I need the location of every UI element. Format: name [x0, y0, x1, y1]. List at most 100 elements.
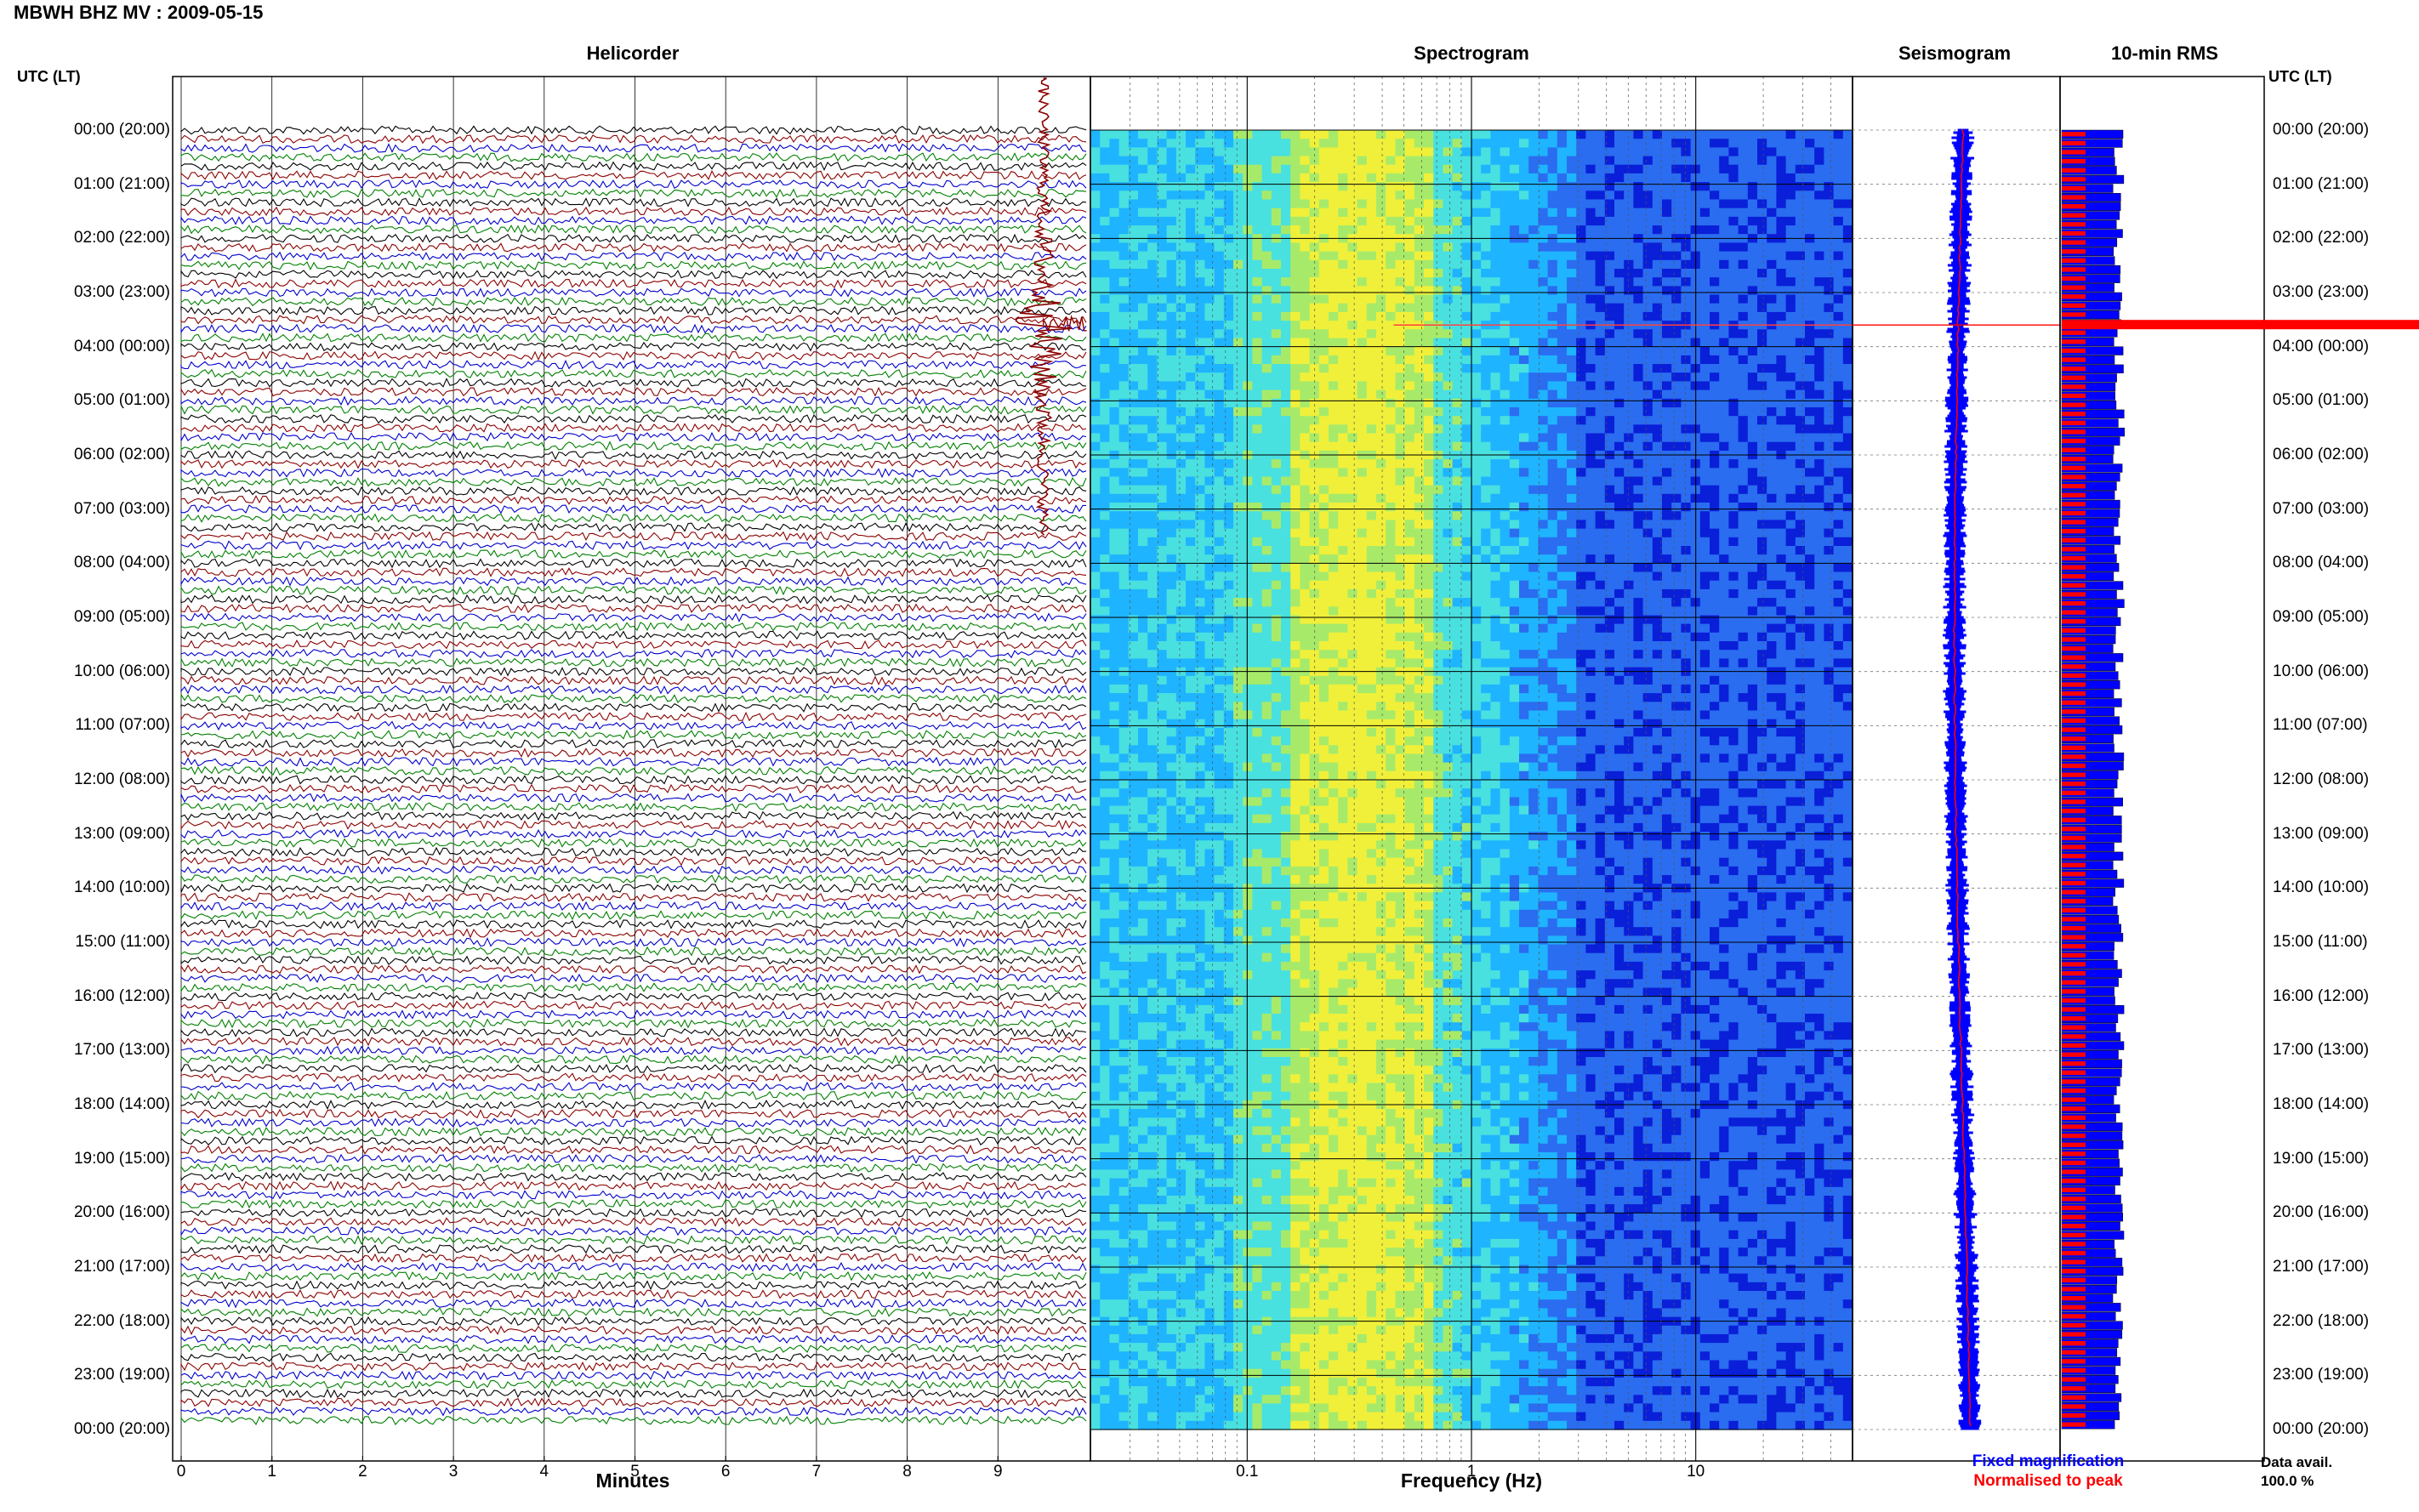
spectrogram-cell [1204, 147, 1215, 157]
spectrogram-cell [1433, 269, 1443, 278]
spectrogram-cell [1175, 381, 1187, 391]
spectrogram-cell [1118, 485, 1130, 495]
spectrogram-cell [1481, 441, 1491, 452]
spectrogram-cell [1366, 389, 1377, 400]
spectrogram-cell [1204, 424, 1215, 435]
spectrogram-cell [1433, 632, 1443, 642]
spectrogram-cell [1547, 259, 1558, 270]
spectrogram-cell [1175, 476, 1187, 486]
spectrogram-cell [1366, 130, 1377, 139]
spectrogram-cell [1509, 588, 1520, 599]
spectrogram-cell [1157, 372, 1168, 382]
spectrogram-cell [1214, 225, 1225, 235]
spectrogram-cell [1204, 182, 1215, 191]
spectrogram-cell [1404, 259, 1415, 270]
helicorder-trace [180, 1217, 1087, 1227]
spectrogram-cell [1481, 571, 1491, 582]
spectrogram-cell [1128, 511, 1139, 520]
spectrogram-cell [1243, 416, 1253, 425]
spectrogram-cell [1728, 389, 1739, 400]
spectrogram-cell [1500, 503, 1511, 512]
spectrogram-cell [1471, 598, 1482, 607]
spectrogram-cell [1767, 398, 1777, 408]
spectrogram-cell [1728, 277, 1739, 287]
spectrogram-cell [1547, 407, 1558, 417]
spectrogram-cell [1175, 632, 1187, 642]
spectrogram-cell [1538, 520, 1549, 530]
spectrogram-cell [1585, 571, 1597, 582]
spectrogram-cell [1281, 269, 1291, 278]
spectrogram-cell [1490, 242, 1501, 253]
spectrogram-cell [1281, 147, 1291, 157]
spectrogram-cell [1100, 606, 1110, 617]
spectrogram-cell [1309, 588, 1320, 599]
spectrogram-cell [1433, 130, 1443, 139]
spectrogram-cell [1576, 207, 1586, 218]
spectrogram-cell [1652, 199, 1663, 209]
spectrogram-cell [1776, 476, 1787, 486]
spectrogram-cell [1424, 571, 1434, 582]
spectrogram-cell [1128, 364, 1139, 373]
spectrogram-cell [1500, 338, 1511, 348]
spectrogram-cell [1433, 355, 1443, 365]
spectrogram-cell [1547, 485, 1558, 495]
spectrogram-cell [1175, 321, 1187, 330]
spectrogram-cell [1090, 571, 1101, 582]
spectrogram-cell [1585, 372, 1597, 382]
spectrogram-cell [1233, 424, 1244, 435]
spectrogram-cell [1738, 416, 1749, 425]
spectrogram-cell [1329, 190, 1339, 201]
spectrogram-cell [1567, 641, 1577, 651]
spectrogram-cell [1233, 139, 1244, 148]
spectrogram-cell [1452, 641, 1463, 651]
spectrogram-cell [1662, 571, 1672, 582]
spectrogram-cell [1814, 554, 1824, 564]
spectrogram-cell [1471, 286, 1482, 296]
spectrogram-cell [1604, 598, 1615, 607]
spectrogram-cell [1147, 269, 1158, 278]
spectrogram-cell [1204, 321, 1215, 330]
spectrogram-cell [1424, 476, 1434, 486]
spectrogram-cell [1138, 571, 1148, 582]
spectrogram-cell [1633, 346, 1644, 356]
helicorder-trace [180, 1288, 1087, 1299]
spectrogram-cell [1252, 588, 1263, 599]
spectrogram-cell [1109, 346, 1120, 356]
spectrogram-cell [1614, 338, 1625, 348]
helicorder-trace [180, 576, 1087, 587]
spectrogram-cell [1338, 493, 1348, 503]
spectrogram-cell [1557, 520, 1568, 530]
spectrogram-cell [1604, 355, 1615, 365]
spectrogram-cell [1109, 364, 1120, 373]
spectrogram-cell [1243, 623, 1253, 634]
spectrogram-cell [1842, 147, 1853, 157]
spectrogram-cell [1671, 173, 1682, 183]
spectrogram-cell [1538, 485, 1549, 495]
spectrogram-cell [1157, 606, 1168, 617]
spectrogram-cell [1233, 485, 1244, 495]
spectrogram-cell [1642, 164, 1653, 174]
spectrogram-cell [1662, 164, 1672, 174]
spectrogram-cell [1490, 503, 1501, 512]
spectrogram-cell [1461, 441, 1472, 452]
spectrogram-cell [1481, 623, 1491, 634]
spectrogram-cell [1147, 433, 1158, 443]
spectrogram-cell [1595, 641, 1606, 651]
spectrogram-cell [1528, 641, 1539, 651]
spectrogram-cell [1243, 130, 1253, 139]
spectrogram-cell [1614, 623, 1625, 634]
spectrogram-cell [1490, 511, 1501, 520]
spectrogram-cell [1357, 407, 1368, 417]
spectrogram-cell [1671, 407, 1682, 417]
spectrogram-cell [1595, 303, 1606, 313]
spectrogram-cell [1186, 164, 1196, 174]
spectrogram-cell [1118, 338, 1130, 348]
spectrogram-cell [1252, 632, 1263, 642]
spectrogram-cell [1642, 598, 1653, 607]
spectrogram-cell [1175, 580, 1187, 590]
spectrogram-cell [1452, 207, 1463, 218]
spectrogram-cell [1719, 147, 1729, 157]
spectrogram-cell [1138, 459, 1148, 469]
spectrogram-cell [1471, 269, 1482, 278]
spectrogram-cell [1386, 641, 1396, 651]
